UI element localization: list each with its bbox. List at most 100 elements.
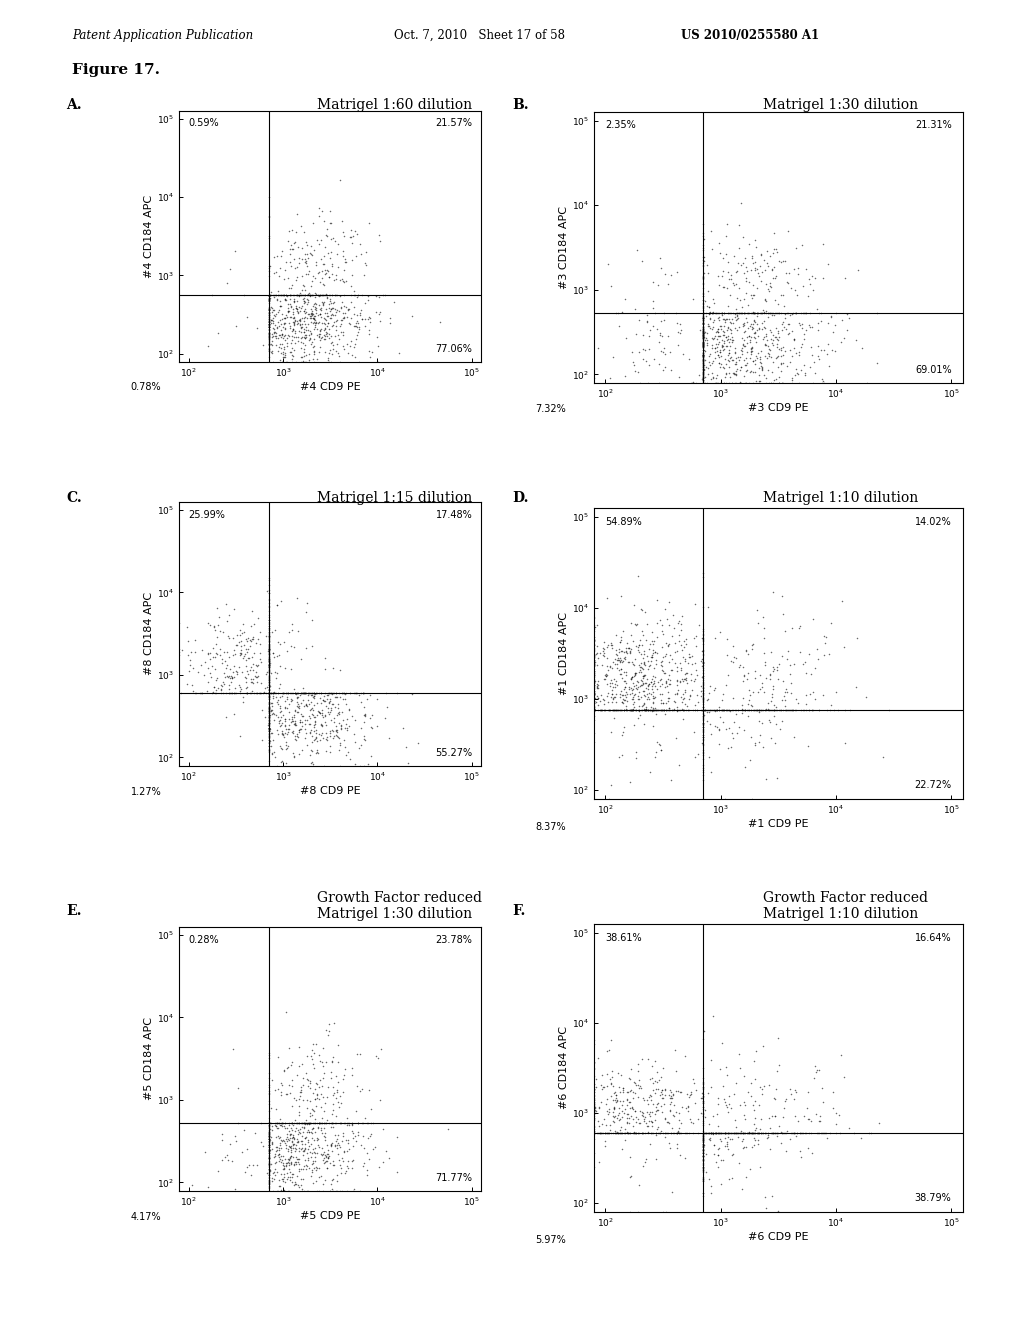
Point: [660, 591, 677, 612]
Point: [287, 682, 303, 704]
Point: [738, 333, 755, 354]
Point: [615, 717, 632, 738]
Point: [670, 1134, 686, 1155]
Point: [326, 1117, 342, 1138]
Point: [261, 682, 278, 704]
Point: [332, 286, 348, 308]
Point: [707, 326, 723, 347]
Point: [657, 645, 674, 667]
Point: [709, 1122, 725, 1143]
Point: [831, 1104, 848, 1125]
Point: [711, 352, 727, 374]
Point: [717, 1122, 733, 1143]
Point: [804, 700, 820, 721]
Point: [369, 326, 385, 347]
Point: [264, 1167, 281, 1188]
Point: [695, 1135, 712, 1156]
Point: [261, 701, 278, 722]
Point: [601, 1122, 617, 1143]
Point: [695, 1129, 712, 1150]
Point: [618, 1094, 635, 1115]
Point: [760, 360, 776, 381]
Point: [859, 372, 876, 393]
Point: [786, 329, 803, 350]
Point: [223, 667, 240, 688]
Point: [774, 352, 791, 374]
Point: [264, 1134, 281, 1155]
Point: [731, 1044, 748, 1065]
Point: [695, 335, 712, 356]
Point: [741, 1122, 758, 1143]
Point: [657, 672, 674, 693]
Point: [212, 620, 228, 642]
Point: [626, 692, 642, 713]
Point: [622, 1146, 638, 1167]
Point: [586, 1122, 602, 1143]
Point: [695, 700, 712, 721]
Point: [282, 1159, 298, 1180]
Point: [261, 644, 278, 665]
Point: [594, 1078, 610, 1100]
Point: [261, 1154, 278, 1175]
Point: [792, 314, 808, 335]
Point: [727, 1122, 743, 1143]
Point: [739, 294, 756, 315]
Point: [695, 713, 712, 734]
Y-axis label: #6 CD184 APC: #6 CD184 APC: [559, 1027, 569, 1109]
Point: [302, 285, 318, 306]
Point: [300, 285, 316, 306]
Point: [280, 721, 296, 742]
Point: [700, 1122, 717, 1143]
Point: [343, 1114, 359, 1135]
Point: [695, 721, 712, 742]
Point: [283, 1146, 299, 1167]
Point: [307, 710, 324, 731]
Point: [261, 619, 278, 640]
Point: [586, 1143, 602, 1164]
Point: [271, 333, 288, 354]
Point: [748, 1068, 764, 1089]
Point: [261, 314, 278, 335]
Point: [261, 682, 278, 704]
Point: [242, 630, 258, 651]
Point: [264, 693, 281, 714]
Point: [273, 319, 290, 341]
Point: [324, 1051, 340, 1072]
Point: [586, 1093, 602, 1114]
Point: [291, 696, 307, 717]
Point: [322, 247, 338, 268]
Point: [359, 1127, 376, 1148]
Point: [672, 672, 688, 693]
Point: [737, 700, 754, 721]
Point: [797, 323, 813, 345]
Point: [646, 700, 663, 721]
Point: [643, 1122, 659, 1143]
Point: [314, 727, 331, 748]
Point: [635, 673, 651, 694]
Point: [325, 305, 341, 326]
Point: [267, 1143, 284, 1164]
Point: [347, 1126, 364, 1147]
Point: [267, 1098, 284, 1119]
Point: [268, 1140, 285, 1162]
Point: [725, 272, 741, 293]
Point: [297, 682, 313, 704]
Point: [738, 360, 755, 381]
Point: [786, 280, 803, 301]
Point: [740, 700, 757, 721]
Point: [586, 649, 602, 671]
Point: [356, 696, 373, 717]
Point: [776, 304, 793, 325]
Point: [214, 1129, 230, 1150]
Point: [261, 318, 278, 339]
Point: [723, 737, 739, 758]
Point: [695, 1146, 712, 1167]
Point: [586, 1052, 602, 1073]
Point: [695, 372, 712, 393]
Point: [760, 306, 776, 327]
Point: [774, 1122, 791, 1143]
Point: [695, 700, 712, 721]
Point: [723, 302, 739, 323]
Point: [618, 1089, 635, 1110]
Point: [313, 1117, 330, 1138]
